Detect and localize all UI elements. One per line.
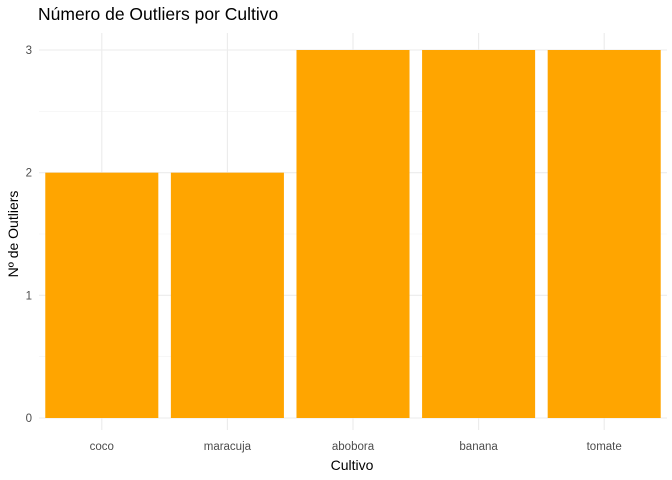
bars xyxy=(45,50,661,418)
x-axis-label: Cultivo xyxy=(331,457,374,473)
x-tick-label: banana xyxy=(459,441,498,453)
y-tick-labels: 0 1 2 3 xyxy=(26,45,32,425)
y-tick-label: 0 xyxy=(26,413,32,425)
y-tick-label: 2 xyxy=(26,168,32,180)
y-axis-label: Nº de Outliers xyxy=(5,191,21,278)
bar-maracuja xyxy=(170,172,284,418)
x-tick-labels: coco maracuja abobora banana tomate xyxy=(90,441,622,453)
y-tick-label: 3 xyxy=(26,45,32,57)
bar-banana xyxy=(422,50,536,418)
x-tick-label: maracuja xyxy=(204,441,252,453)
x-tick-label: tomate xyxy=(587,441,622,453)
x-tick-label: coco xyxy=(90,441,114,453)
x-tick-label: abobora xyxy=(332,441,375,453)
y-tick-label: 1 xyxy=(26,290,32,302)
bar-abobora xyxy=(296,50,410,418)
bar-tomate xyxy=(547,50,661,418)
bar-coco xyxy=(45,172,159,418)
chart-title: Número de Outliers por Cultivo xyxy=(38,4,278,24)
